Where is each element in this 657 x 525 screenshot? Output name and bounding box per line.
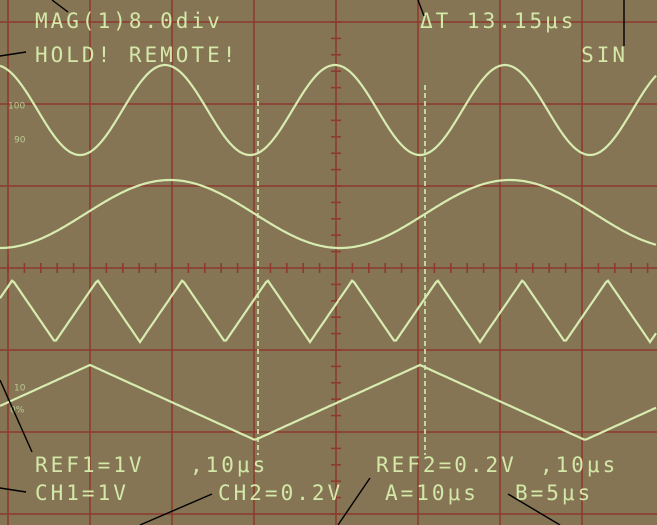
timebase-a-readout: A=10μs	[385, 481, 479, 505]
scale-mark: 10	[14, 384, 26, 394]
scale-mark: 90	[14, 136, 26, 146]
pointer	[139, 493, 213, 525]
scale-mark: 100	[8, 102, 25, 112]
waveform	[0, 279, 657, 344]
ref1-time-readout: ,10μs	[190, 453, 268, 477]
delta-t-readout: ΔT 13.15μs	[420, 9, 576, 33]
mode-readout: SIN	[581, 43, 628, 67]
pointer	[0, 487, 27, 493]
waveform	[0, 178, 657, 250]
waveform	[0, 363, 657, 441]
ref2-readout: REF2=0.2V	[376, 453, 517, 477]
pointer	[0, 379, 33, 453]
pointer	[51, 0, 69, 13]
timebase-b-readout: B=5μs	[515, 481, 593, 505]
ch2-readout: CH2=0.2V	[218, 481, 343, 505]
waveforms	[0, 63, 657, 441]
waveform	[0, 63, 657, 157]
pointer	[0, 51, 27, 57]
ch1-readout: CH1=1V	[35, 481, 129, 505]
ref1-readout: REF1=1V	[35, 453, 145, 477]
pointer	[417, 0, 425, 17]
magnification-readout: MAG(1)8.0div	[35, 9, 223, 33]
pointer	[337, 477, 371, 525]
status-readout: HOLD! REMOTE!	[35, 43, 238, 67]
scale-mark: 0%	[10, 406, 25, 416]
ref2-time-readout: ,10μs	[540, 453, 618, 477]
callout-pointers	[0, 0, 625, 525]
pointer	[507, 493, 561, 525]
